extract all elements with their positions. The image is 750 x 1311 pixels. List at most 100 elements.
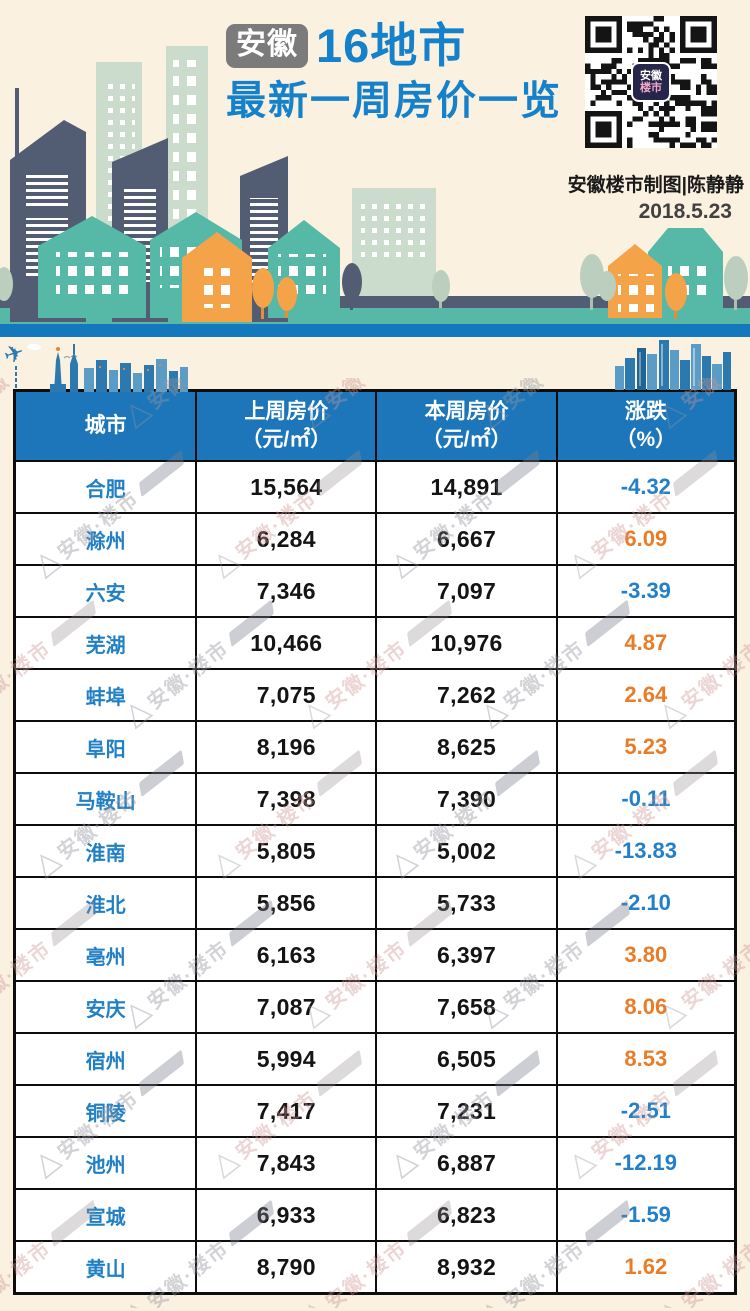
last-week-price-cell: 5,805 — [195, 824, 378, 878]
last-week-price: 6,284 — [256, 525, 316, 552]
last-week-price-cell: 7,346 — [195, 564, 378, 618]
last-week-price: 7,843 — [256, 1149, 316, 1176]
change-percent: 8.53 — [624, 1046, 668, 1071]
table-row: 宣城 6,933 6,823 -1.59 — [13, 1188, 737, 1242]
title-line1-text: 16地市 — [316, 19, 467, 72]
table-row: 铜陵 7,417 7,231 -2.51 — [13, 1084, 737, 1138]
this-week-price-cell: 6,887 — [375, 1136, 558, 1190]
city-cell: 马鞍山 — [13, 772, 198, 826]
city-cell: 黄山 — [13, 1240, 198, 1295]
change-percent: 4.87 — [624, 630, 668, 655]
change-cell: -1.59 — [555, 1188, 737, 1242]
last-week-price-cell: 7,843 — [195, 1136, 378, 1190]
change-percent: 8.06 — [624, 994, 668, 1019]
table-row: 安庆 7,087 7,658 8.06 — [13, 980, 737, 1034]
table-row: 马鞍山 7,398 7,390 -0.11 — [13, 772, 737, 826]
this-week-price: 6,667 — [437, 525, 497, 552]
change-cell: -3.39 — [555, 564, 737, 618]
col-header-city-label: 城市 — [84, 413, 127, 437]
this-week-price-cell: 6,667 — [375, 512, 558, 566]
this-week-price: 10,976 — [430, 629, 503, 656]
table-row: 芜湖 10,466 10,976 4.87 — [13, 616, 737, 670]
change-percent: -0.11 — [621, 786, 671, 811]
last-week-price: 5,856 — [256, 889, 316, 916]
change-percent: 6.09 — [624, 526, 668, 551]
change-cell: 6.09 — [555, 512, 737, 566]
this-week-price-cell: 7,262 — [375, 668, 558, 722]
price-table: 城市 上周房价 （元/㎡） 本周房价 （元/㎡） 涨跌 （%） 合肥 15,56… — [13, 389, 737, 1295]
last-week-price-cell: 5,856 — [195, 876, 378, 930]
table-row: 池州 7,843 6,887 -12.19 — [13, 1136, 737, 1190]
city-cell: 淮南 — [13, 824, 198, 878]
last-week-price-cell: 10,466 — [195, 616, 378, 670]
this-week-price: 7,231 — [437, 1097, 497, 1124]
last-week-price: 6,933 — [256, 1201, 316, 1228]
change-percent: -2.51 — [620, 1098, 671, 1123]
city-name: 宣城 — [85, 1206, 126, 1229]
qr-center-logo: 安徽 楼市 — [631, 62, 671, 102]
city-cell: 池州 — [13, 1136, 198, 1190]
this-week-price-cell: 7,658 — [375, 980, 558, 1034]
city-cell: 滁州 — [13, 512, 198, 566]
col-header-change-label: 涨跌 — [624, 399, 667, 423]
city-name: 淮南 — [85, 842, 126, 865]
change-percent: -3.39 — [620, 578, 671, 603]
city-cell: 芜湖 — [13, 616, 198, 670]
qr-code: 安徽 楼市 — [585, 16, 717, 148]
col-header-this-week-label: 本周房价 — [424, 399, 509, 423]
change-percent: -13.83 — [614, 838, 678, 863]
this-week-price: 6,887 — [437, 1149, 497, 1176]
city-name: 淮北 — [85, 894, 126, 917]
change-cell: -12.19 — [555, 1136, 737, 1190]
this-week-price-cell: 6,397 — [375, 928, 558, 982]
city-cell: 合肥 — [13, 460, 198, 514]
city-name: 池州 — [85, 1154, 126, 1177]
last-week-price-cell: 5,994 — [195, 1032, 378, 1086]
col-header-last-week-label: 上周房价 — [244, 399, 329, 423]
city-cell: 宣城 — [13, 1188, 198, 1242]
table-row: 淮南 5,805 5,002 -13.83 — [13, 824, 737, 878]
city-name: 六安 — [85, 582, 126, 605]
change-cell: 8.53 — [555, 1032, 737, 1086]
col-header-city: 城市 — [13, 389, 198, 462]
this-week-price-cell: 8,625 — [375, 720, 558, 774]
last-week-price-cell: 7,087 — [195, 980, 378, 1034]
header-illustration: 安徽 16地市 最新一周房价一览 安徽 楼市 安徽楼市制图|陈静静 2018.5… — [0, 0, 750, 337]
this-week-price: 6,505 — [437, 1045, 497, 1072]
city-cell: 亳州 — [13, 928, 198, 982]
change-cell: -4.32 — [555, 460, 737, 514]
last-week-price: 7,075 — [256, 681, 316, 708]
change-percent: 2.64 — [624, 682, 668, 707]
city-name: 合肥 — [85, 478, 126, 501]
change-cell: 5.23 — [555, 720, 737, 774]
change-cell: -2.10 — [555, 876, 737, 930]
city-cell: 安庆 — [13, 980, 198, 1034]
this-week-price: 7,262 — [437, 681, 497, 708]
this-week-price-cell: 14,891 — [375, 460, 558, 514]
last-week-price-cell: 15,564 — [195, 460, 378, 514]
city-cell: 六安 — [13, 564, 198, 618]
change-percent: -2.10 — [620, 890, 671, 915]
table-row: 黄山 8,790 8,932 1.62 — [13, 1240, 737, 1295]
last-week-price: 8,196 — [256, 733, 316, 760]
last-week-price-cell: 6,933 — [195, 1188, 378, 1242]
city-cell: 宿州 — [13, 1032, 198, 1086]
this-week-price: 5,733 — [437, 889, 497, 916]
main-title: 安徽 16地市 最新一周房价一览 — [226, 22, 562, 121]
city-decoration-left: ✈ — [4, 340, 188, 392]
change-percent: 5.23 — [624, 734, 668, 759]
table-row: 亳州 6,163 6,397 3.80 — [13, 928, 737, 982]
col-header-this-week: 本周房价 （元/㎡） — [375, 389, 558, 462]
last-week-price-cell: 6,284 — [195, 512, 378, 566]
col-header-change: 涨跌 （%） — [555, 389, 737, 462]
table-row: 六安 7,346 7,097 -3.39 — [13, 564, 737, 618]
this-week-price: 6,823 — [437, 1201, 497, 1228]
last-week-price: 15,564 — [250, 473, 323, 500]
city-name: 阜阳 — [85, 738, 126, 761]
change-cell: 1.62 — [555, 1240, 737, 1295]
last-week-price: 8,790 — [256, 1253, 316, 1280]
last-week-price: 7,398 — [256, 785, 316, 812]
header-row: 城市 上周房价 （元/㎡） 本周房价 （元/㎡） 涨跌 （%） — [13, 389, 737, 462]
city-name: 安庆 — [85, 998, 126, 1021]
